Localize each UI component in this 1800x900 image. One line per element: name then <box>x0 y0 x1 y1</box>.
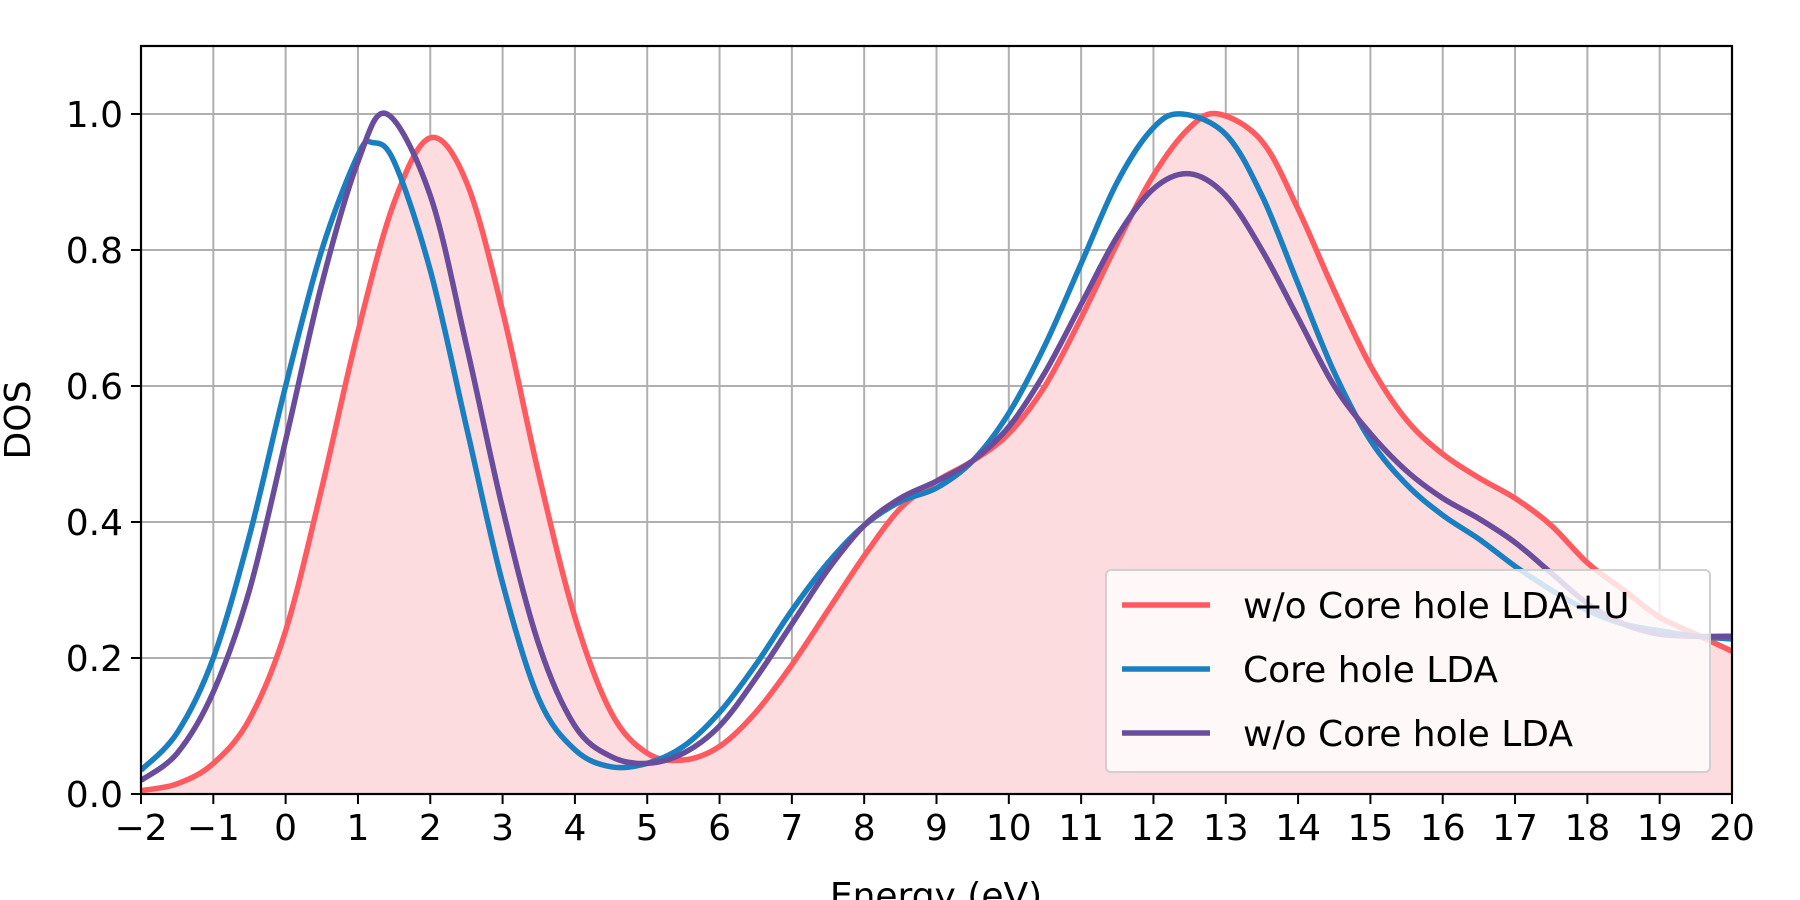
x-tick-label: 3 <box>491 808 514 849</box>
x-tick-label: 9 <box>925 808 948 849</box>
legend-box <box>1105 569 1711 773</box>
x-tick-label: 6 <box>708 808 731 849</box>
x-tick-label: 4 <box>563 808 586 849</box>
x-tick-label: 20 <box>1709 808 1755 849</box>
y-tick-label: 1.0 <box>66 95 123 136</box>
x-tick-label: 14 <box>1275 808 1321 849</box>
series-line <box>141 110 1732 783</box>
x-tick-label: 15 <box>1348 808 1394 849</box>
y-tick-label: 0.0 <box>66 775 123 816</box>
x-tick-label: 16 <box>1420 808 1466 849</box>
series-line <box>141 110 1732 794</box>
x-tick-label: 8 <box>853 808 876 849</box>
x-tick-label: 18 <box>1564 808 1610 849</box>
x-tick-label: 5 <box>636 808 659 849</box>
y-tick-label: 0.2 <box>66 639 123 680</box>
x-tick-label: 1 <box>347 808 370 849</box>
legend-label: w/o Core hole LDA <box>1243 714 1573 755</box>
y-axis-ticks: 0.0 0.2 0.4 0.6 0.8 1.0 <box>66 95 141 816</box>
y-tick-label: 0.6 <box>66 367 123 408</box>
legend: w/o Core hole LDA+U Core hole LDA w/o Core… <box>1105 569 1711 773</box>
y-tick-label: 0.8 <box>66 231 123 272</box>
x-tick-label: 2 <box>419 808 442 849</box>
x-axis-label: Energy (eV) <box>830 876 1042 900</box>
x-tick-label: −2 <box>114 808 167 849</box>
x-tick-label: 7 <box>780 808 803 849</box>
x-tick-label: 0 <box>274 808 297 849</box>
legend-label: w/o Core hole LDA+U <box>1243 586 1630 627</box>
x-tick-label: −1 <box>187 808 240 849</box>
x-axis-ticks: −2 −1 0 1 2 3 4 5 6 7 8 9 10 11 12 13 14 15 16 17 18 19 20 <box>114 794 1755 849</box>
x-tick-label: 19 <box>1637 808 1683 849</box>
y-axis-label: DOS <box>0 381 39 460</box>
x-tick-label: 17 <box>1492 808 1538 849</box>
x-tick-label: 11 <box>1058 808 1104 849</box>
x-tick-label: 13 <box>1203 808 1249 849</box>
x-tick-label: 12 <box>1131 808 1177 849</box>
series-lines <box>141 110 1732 794</box>
legend-label: Core hole LDA <box>1243 650 1498 691</box>
y-tick-label: 0.4 <box>66 503 123 544</box>
x-tick-label: 10 <box>986 808 1032 849</box>
